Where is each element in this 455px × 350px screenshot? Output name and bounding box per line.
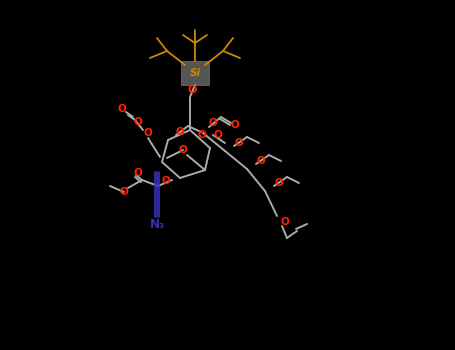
Text: O: O [134,117,142,127]
Text: O: O [144,128,152,138]
Text: O: O [281,217,289,227]
Text: O: O [179,145,187,155]
Text: O: O [118,104,126,114]
Text: O: O [176,127,184,137]
Text: O: O [120,187,128,197]
Text: N₃: N₃ [149,218,165,231]
Bar [181,61,209,85]
Text: O: O [197,130,207,140]
Text: O: O [275,178,283,188]
Text: O: O [209,118,217,128]
Text: O: O [257,156,265,166]
Text: O: O [162,176,170,186]
Text: O: O [187,85,197,95]
Text: O: O [231,120,239,130]
Text: Si: Si [189,68,201,78]
Text: O: O [235,138,243,148]
Text: O: O [134,168,142,178]
Text: O: O [214,130,222,140]
